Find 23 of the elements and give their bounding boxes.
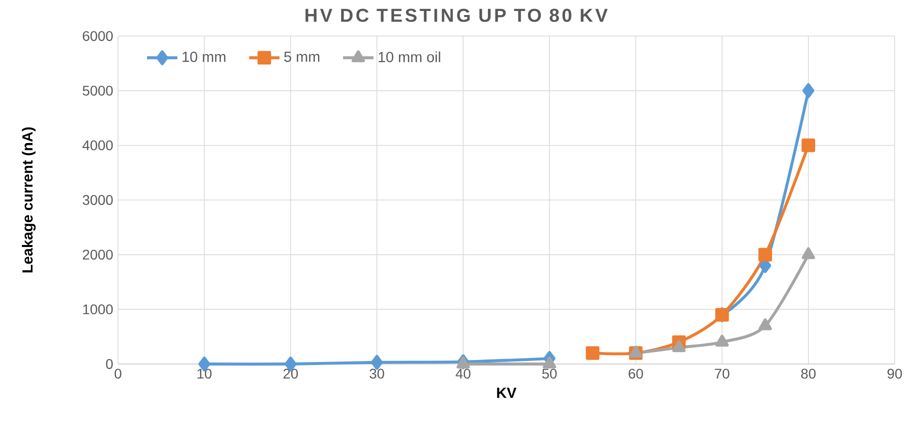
y-tick-label: 1000 (83, 304, 113, 314)
legend-label: 10 mm oil (378, 51, 440, 62)
legend-label: 10 mm (182, 52, 226, 62)
x-tick-label: 30 (370, 368, 384, 379)
y-tick-label: 5000 (82, 86, 113, 96)
x-axis-title: KV (497, 388, 516, 398)
x-tick-label: 40 (456, 368, 470, 379)
x-tick-label: 50 (542, 368, 557, 379)
x-tick-label: 10 (198, 368, 212, 379)
x-tick-label: 90 (888, 368, 902, 379)
y-axis-title: Leakage current (nA) (22, 127, 36, 272)
x-tick-label: 80 (801, 368, 816, 379)
y-tick-label: 3000 (82, 195, 113, 205)
x-tick-label: 0 (114, 368, 122, 379)
legend-label: 5 mm (284, 52, 320, 62)
y-tick-label: 4000 (82, 140, 113, 150)
x-tick-label: 60 (628, 368, 644, 379)
y-tick-label: 6000 (82, 31, 113, 41)
x-tick-label: 70 (715, 368, 730, 379)
chart-title: HV DC TESTING UP TO 80 KV (306, 8, 608, 22)
y-tick-label: 2000 (82, 250, 113, 260)
x-tick-label: 20 (284, 368, 298, 379)
y-tick-label: 0 (106, 359, 113, 369)
